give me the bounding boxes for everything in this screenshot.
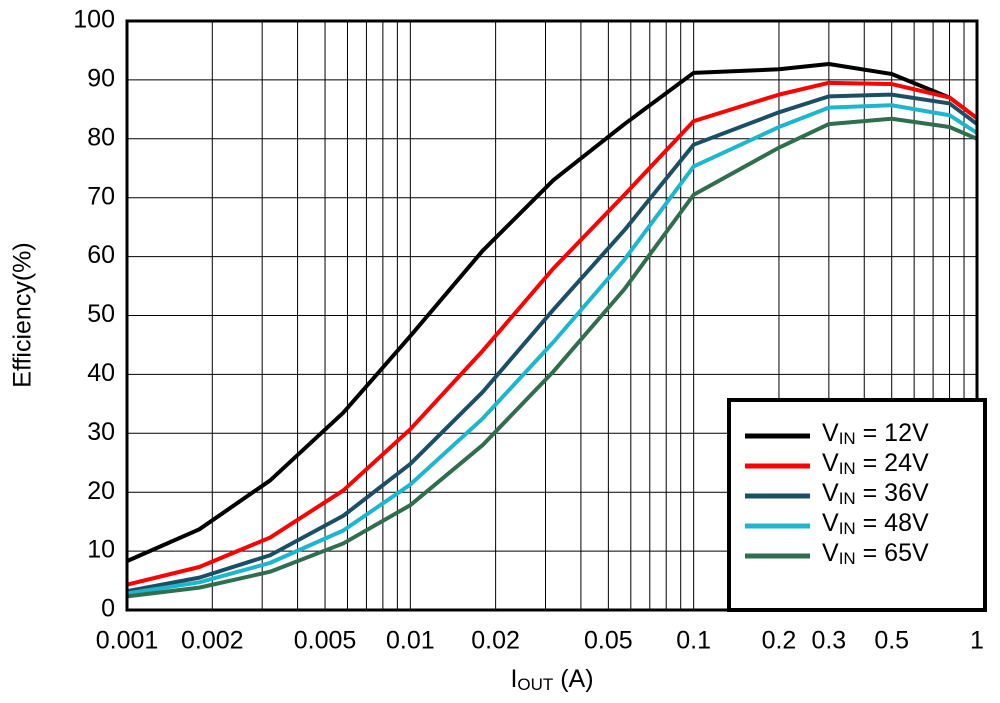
y-tick-label: 100 (73, 6, 115, 34)
x-tick-label: 0.1 (676, 627, 711, 655)
legend-label: VIN = 36V (822, 479, 929, 509)
x-tick-label: 0.3 (811, 627, 846, 655)
y-tick-label: 80 (87, 123, 115, 151)
x-tick-label: 0.2 (762, 627, 797, 655)
y-tick-label: 60 (87, 241, 115, 269)
x-axis-title: IOUT (A) (510, 665, 593, 695)
legend-label: VIN = 65V (822, 539, 929, 569)
legend-label: VIN = 48V (822, 509, 929, 539)
x-tick-label: 0.02 (471, 627, 520, 655)
x-tick-label: 0.005 (294, 627, 357, 655)
legend-label: VIN = 12V (822, 419, 929, 449)
y-tick-label: 40 (87, 359, 115, 387)
series-line (126, 116, 978, 599)
legend-label: VIN = 24V (822, 449, 929, 479)
x-tick-label: 0.001 (96, 627, 159, 655)
y-tick-label: 20 (87, 477, 115, 505)
x-tick-label: 0.002 (181, 627, 244, 655)
x-tick-label: 1 (970, 627, 984, 655)
series-line (126, 80, 979, 587)
plot-frame (125, 19, 979, 612)
y-tick-label: 30 (87, 418, 115, 446)
y-tick-label: 0 (101, 595, 115, 623)
x-tick-label: 0.01 (386, 627, 435, 655)
y-axis-title: Efficiency(%) (9, 242, 37, 387)
series-line (126, 103, 979, 596)
y-tick-label: 90 (87, 65, 115, 93)
x-tick-label: 0.5 (874, 627, 909, 655)
series-line (126, 62, 979, 563)
y-tick-label: 70 (87, 182, 115, 210)
series-line (126, 92, 979, 594)
y-tick-label: 50 (87, 300, 115, 328)
y-tick-label: 10 (87, 536, 115, 564)
x-tick-label: 0.05 (584, 627, 633, 655)
